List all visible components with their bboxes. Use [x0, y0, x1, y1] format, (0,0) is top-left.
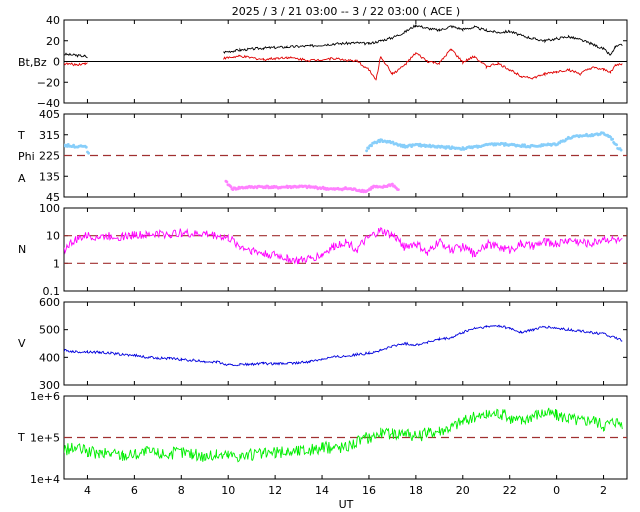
data-point	[615, 143, 618, 147]
series-t	[64, 131, 623, 155]
y-tick-label: 40	[46, 14, 60, 27]
y-tick-label: 1e+5	[30, 432, 60, 445]
panel-label: N	[18, 243, 26, 256]
data-point	[367, 146, 370, 150]
plot-area	[64, 131, 623, 194]
series-v	[64, 324, 623, 367]
panel-angle: 405 315 225 135 45 T Phi A	[17, 108, 628, 204]
y-tick-label: −40	[37, 97, 60, 110]
data-point	[503, 144, 506, 147]
data-point	[378, 140, 382, 144]
data-point	[65, 145, 69, 148]
data-point	[229, 185, 233, 189]
data-point	[609, 135, 612, 139]
y-tick-label: 600	[39, 296, 60, 309]
data-point	[391, 182, 394, 186]
y-tick-label: 0	[53, 56, 60, 69]
data-point	[369, 188, 372, 191]
y-tick-label: 1e+4	[30, 473, 60, 486]
x-axis: 4 6 8 10 12 14 16 18 20 22 0 2	[84, 484, 607, 497]
panel-frame	[63, 301, 628, 386]
series-phi	[224, 179, 400, 194]
y-tick-label: 45	[46, 191, 60, 204]
panel-density: 100 10 1 0.1 N	[18, 202, 628, 298]
chart-title: 2025 / 3 / 21 03:00 -- 3 / 22 03:00 ( AC…	[232, 5, 460, 18]
panel-label: Bt,Bz	[18, 56, 47, 69]
y-tick-label: 1	[53, 257, 60, 270]
x-tick-label: 10	[221, 484, 235, 497]
x-tick-label: 16	[362, 484, 376, 497]
panel-label: A	[18, 172, 26, 185]
y-tick-label: 315	[39, 129, 60, 142]
x-tick-label: 18	[409, 484, 423, 497]
data-point	[87, 151, 90, 155]
x-tick-label: 8	[178, 484, 185, 497]
data-point	[523, 143, 526, 147]
y-tick-label: 0.1	[43, 285, 61, 298]
series-tp	[64, 407, 623, 463]
x-tick-label: 2	[600, 484, 607, 497]
y-tick-label: 20	[46, 35, 60, 48]
series-bt	[64, 24, 623, 59]
y-tick-label: 135	[39, 170, 60, 183]
data-point	[391, 140, 395, 144]
y-tick-label: 225	[39, 150, 60, 163]
y-tick-label: −20	[37, 76, 60, 89]
data-point	[370, 144, 373, 148]
panel-frame	[63, 207, 628, 292]
panel-velocity: 600 500 400 300 V	[18, 296, 628, 392]
y-tick-label: 300	[39, 379, 60, 392]
x-tick-label: 14	[315, 484, 329, 497]
y-tick-label: 100	[39, 202, 60, 215]
panel-label: Phi	[18, 150, 35, 163]
x-tick-label: 0	[553, 484, 560, 497]
x-tick-label: 12	[268, 484, 282, 497]
data-point	[611, 137, 614, 141]
x-tick-label: 4	[84, 484, 91, 497]
data-point	[225, 180, 229, 184]
series-n	[64, 227, 623, 265]
data-point	[418, 142, 422, 146]
data-point	[619, 148, 623, 152]
panel-label: T	[17, 431, 25, 444]
plot-area	[64, 407, 623, 463]
y-tick-label: 1e+6	[30, 390, 60, 403]
y-tick-label: 400	[39, 351, 60, 364]
data-point	[397, 188, 400, 192]
y-tick-label: 405	[39, 108, 60, 121]
y-tick-label: 500	[39, 324, 60, 337]
panel-mag: 40 20 0 −20 −40 Bt,Bz	[18, 14, 628, 110]
panel-label: T	[17, 129, 25, 142]
data-point	[365, 149, 368, 153]
data-point	[402, 143, 406, 147]
panel-temp: 1e+6 1e+5 1e+4 T	[17, 390, 628, 486]
series-bz	[64, 48, 623, 81]
x-tick-label: 6	[131, 484, 138, 497]
panel-label: V	[18, 337, 26, 350]
data-point	[72, 143, 75, 147]
plot-area	[64, 324, 623, 367]
data-point	[84, 145, 88, 149]
plot-area	[64, 227, 623, 265]
x-axis-label: UT	[339, 498, 354, 511]
x-tick-label: 20	[456, 484, 470, 497]
panels-layer: 40200−20−40Bt,Bz40531522513545TPhiA10010…	[17, 14, 628, 486]
x-tick-label: 22	[503, 484, 517, 497]
plot-area	[64, 24, 623, 81]
y-tick-label: 10	[46, 230, 60, 243]
